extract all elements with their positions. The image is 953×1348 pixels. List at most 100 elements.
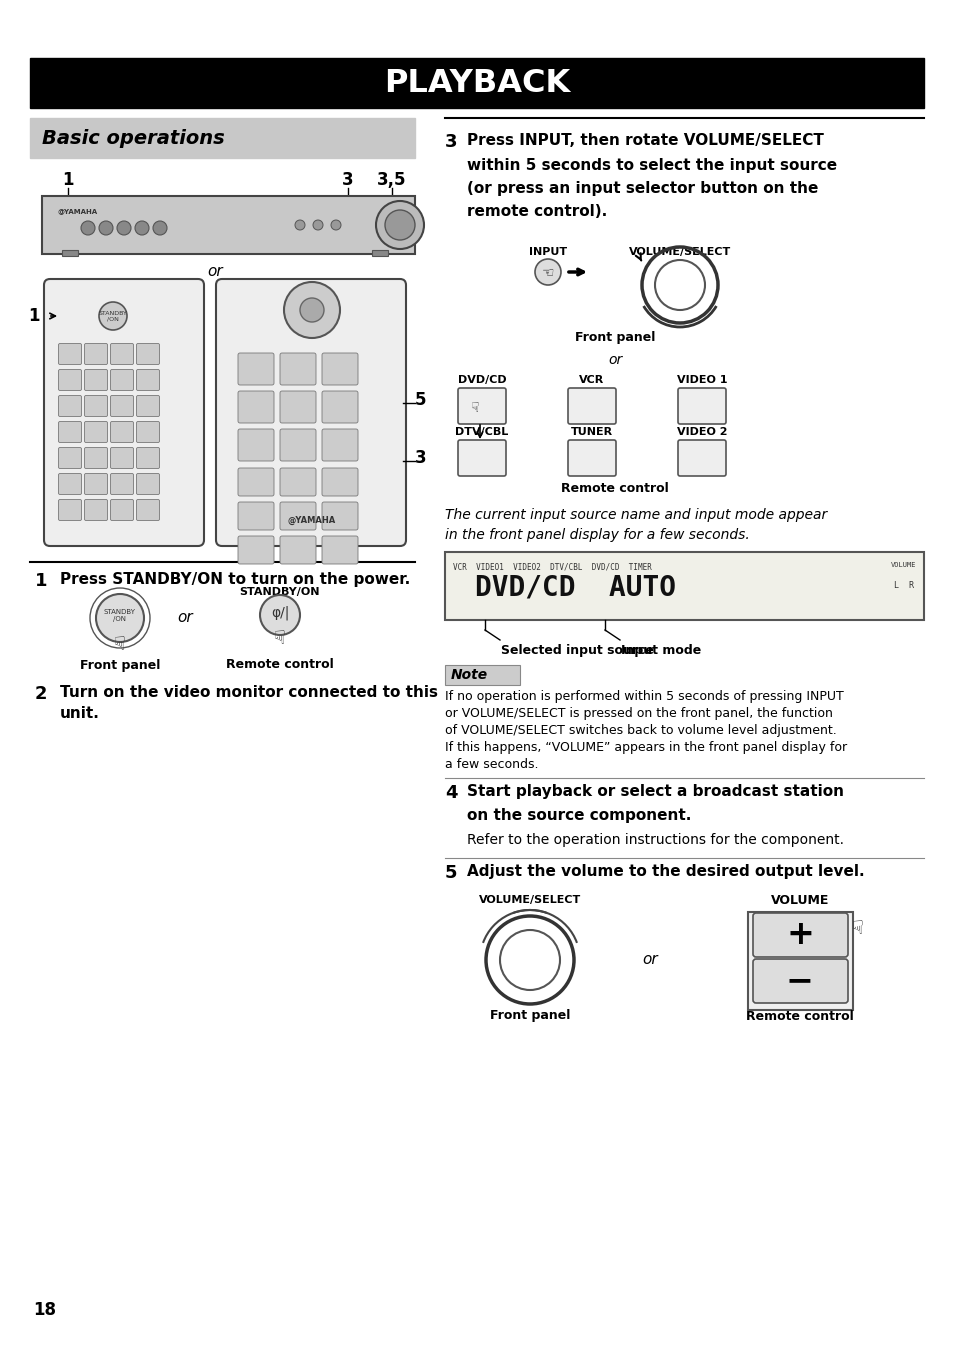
Bar [444,665,519,685]
Text: 5: 5 [415,391,426,408]
Text: or: or [177,611,193,625]
FancyBboxPatch shape [136,422,159,442]
Text: −: − [785,965,813,998]
FancyBboxPatch shape [111,344,133,364]
Circle shape [385,210,415,240]
FancyBboxPatch shape [85,422,108,442]
Text: or: or [207,264,223,279]
Text: ☟: ☟ [851,918,863,937]
Text: 3,5: 3,5 [376,171,406,189]
Text: DVD/CD: DVD/CD [457,375,506,386]
Circle shape [375,201,423,249]
FancyBboxPatch shape [752,913,847,957]
FancyBboxPatch shape [237,391,274,423]
FancyBboxPatch shape [678,388,725,425]
Text: Remote control: Remote control [226,659,334,671]
Text: in the front panel display for a few seconds.: in the front panel display for a few sec… [444,528,749,542]
Bar [30,58,923,108]
FancyBboxPatch shape [322,429,357,461]
FancyBboxPatch shape [111,448,133,469]
Text: Front panel: Front panel [489,1010,570,1023]
Text: VOLUME: VOLUME [770,894,828,906]
Text: The current input source name and input mode appear: The current input source name and input … [444,508,826,522]
Text: Press STANDBY/ON to turn on the power.: Press STANDBY/ON to turn on the power. [60,572,410,586]
FancyBboxPatch shape [136,344,159,364]
Circle shape [99,221,112,235]
Bar [444,551,923,620]
Text: 1: 1 [29,307,40,325]
FancyBboxPatch shape [58,369,81,391]
Text: L  R: L R [893,581,913,589]
FancyBboxPatch shape [85,448,108,469]
FancyBboxPatch shape [58,422,81,442]
Circle shape [81,221,95,235]
Circle shape [99,302,127,330]
Text: within 5 seconds to select the input source: within 5 seconds to select the input sou… [467,158,836,173]
Text: 1: 1 [62,171,73,189]
FancyBboxPatch shape [111,395,133,417]
Text: VOLUME/SELECT: VOLUME/SELECT [628,247,730,257]
Text: VCR: VCR [578,375,604,386]
Text: Selected input source: Selected input source [500,644,653,656]
Text: STANDBY/ON: STANDBY/ON [239,586,320,597]
FancyBboxPatch shape [58,500,81,520]
Text: PLAYBACK: PLAYBACK [383,67,570,98]
Text: VOLUME: VOLUME [889,562,915,568]
Text: of VOLUME/SELECT switches back to volume level adjustment.: of VOLUME/SELECT switches back to volume… [444,724,836,737]
FancyBboxPatch shape [58,344,81,364]
Text: remote control).: remote control). [467,204,607,218]
Text: φ/|: φ/| [271,605,289,620]
Text: TUNER: TUNER [570,427,613,437]
Text: If no operation is performed within 5 seconds of pressing INPUT: If no operation is performed within 5 se… [444,690,842,704]
FancyBboxPatch shape [280,537,315,563]
Circle shape [294,220,305,231]
Text: STANDBY
/ON: STANDBY /ON [98,310,128,321]
Text: Front panel: Front panel [575,332,655,345]
FancyBboxPatch shape [322,501,357,530]
Bar [30,119,415,158]
FancyBboxPatch shape [136,473,159,495]
FancyBboxPatch shape [322,353,357,386]
Text: VIDEO 2: VIDEO 2 [676,427,726,437]
FancyBboxPatch shape [237,429,274,461]
Text: Turn on the video monitor connected to this
unit.: Turn on the video monitor connected to t… [60,685,437,721]
Text: +: + [785,918,813,952]
FancyBboxPatch shape [85,473,108,495]
Circle shape [152,221,167,235]
FancyBboxPatch shape [280,501,315,530]
Text: Remote control: Remote control [560,481,668,495]
Text: (or press an input selector button on the: (or press an input selector button on th… [467,181,818,195]
Text: 3: 3 [415,449,426,466]
FancyBboxPatch shape [280,429,315,461]
FancyBboxPatch shape [58,473,81,495]
Bar [42,195,415,253]
Text: VCR  VIDEO1  VIDEO2  DTV/CBL  DVD/CD  TIMER: VCR VIDEO1 VIDEO2 DTV/CBL DVD/CD TIMER [453,562,651,572]
Text: a few seconds.: a few seconds. [444,758,537,771]
Text: Start playback or select a broadcast station: Start playback or select a broadcast sta… [467,785,843,799]
FancyBboxPatch shape [44,279,204,546]
Circle shape [117,221,131,235]
FancyBboxPatch shape [322,468,357,496]
FancyBboxPatch shape [457,439,505,476]
FancyBboxPatch shape [215,279,406,546]
FancyBboxPatch shape [85,395,108,417]
Text: 2: 2 [35,685,48,704]
Text: DTV/CBL: DTV/CBL [455,427,508,437]
Text: Input mode: Input mode [620,644,700,656]
FancyBboxPatch shape [567,388,616,425]
Text: Press INPUT, then rotate VOLUME/SELECT: Press INPUT, then rotate VOLUME/SELECT [467,133,823,148]
FancyBboxPatch shape [237,468,274,496]
Circle shape [135,221,149,235]
Bar [62,249,78,256]
FancyBboxPatch shape [280,468,315,496]
Text: ☟: ☟ [114,635,126,654]
Text: or: or [607,353,621,367]
Text: Basic operations: Basic operations [42,128,225,147]
FancyBboxPatch shape [111,369,133,391]
FancyBboxPatch shape [280,391,315,423]
FancyBboxPatch shape [111,473,133,495]
Text: Remote control: Remote control [745,1010,853,1023]
FancyBboxPatch shape [111,422,133,442]
Text: or: or [641,953,658,968]
Text: Refer to the operation instructions for the component.: Refer to the operation instructions for … [467,833,843,847]
